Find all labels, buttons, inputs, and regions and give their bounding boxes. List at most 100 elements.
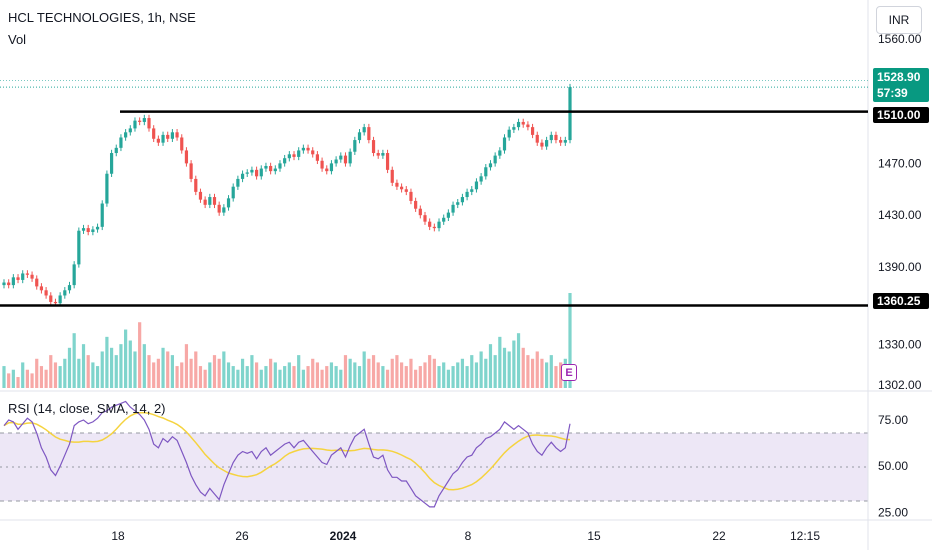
volume-bar (451, 366, 455, 388)
candle-body (278, 163, 282, 169)
volume-bar (390, 358, 394, 388)
volume-bar (404, 366, 408, 388)
volume-bar (315, 362, 320, 388)
volume-bar (568, 293, 572, 388)
rsi-tick-label: 75.00 (878, 413, 908, 427)
time-tick-label: 18 (111, 529, 125, 543)
volume-bar (474, 362, 479, 388)
volume-bar (39, 366, 44, 388)
candle-body (95, 226, 100, 230)
volume-bar (119, 344, 123, 388)
candle-body (315, 154, 320, 161)
currency-button[interactable]: INR (876, 6, 922, 34)
price-tick-label: 1470.00 (878, 156, 922, 170)
volume-bar (343, 355, 348, 388)
candle-body (152, 128, 156, 139)
candle-body (212, 197, 217, 205)
horizontal-levels (0, 80, 868, 307)
candle-body (166, 134, 170, 139)
volume-bar (353, 362, 357, 388)
volume-bar (395, 355, 399, 388)
candle-body (484, 167, 488, 177)
candle-body (44, 290, 48, 296)
candle-body (100, 203, 104, 227)
candle-body (428, 221, 432, 227)
candle-body (535, 134, 539, 143)
volume-bar (273, 362, 277, 388)
volume-bar (86, 355, 90, 388)
volume-bar (16, 377, 20, 388)
candle-body (30, 274, 34, 279)
volume-bar (138, 322, 142, 388)
candle-body (470, 189, 474, 192)
volume-bar (184, 344, 189, 388)
volume-bar (334, 366, 338, 388)
candle-body (184, 150, 189, 164)
volume-bar (21, 362, 25, 388)
candle-body (516, 121, 521, 128)
candle-body (423, 215, 427, 222)
candle-body (465, 191, 469, 198)
candle-body (124, 132, 128, 138)
volume-bar (283, 366, 287, 388)
candle-body (156, 138, 160, 143)
volume-bar (254, 362, 259, 388)
volume-bar (147, 355, 151, 388)
candle-body (456, 202, 460, 205)
time-tick-label: 22 (712, 529, 726, 543)
candle-body (203, 199, 207, 205)
volume-bar (49, 355, 53, 388)
candle-body (414, 200, 418, 209)
volume-bar (259, 369, 263, 388)
volume-bar (77, 358, 81, 388)
candle-body (273, 168, 277, 172)
volume-bar (414, 369, 418, 388)
volume-bar (105, 336, 109, 388)
volume-bar (311, 358, 315, 388)
candle-body (442, 217, 446, 222)
volume-bar (63, 358, 67, 388)
volume-bar (559, 362, 563, 388)
candle-body (404, 189, 408, 192)
volume-bar (53, 362, 58, 388)
candle-body (320, 160, 324, 169)
candle-body (437, 221, 441, 229)
candle-body (357, 132, 362, 141)
volume-bar (81, 344, 86, 388)
earnings-marker[interactable]: E (561, 364, 577, 381)
candle-body (474, 181, 479, 190)
rsi-tick-label: 50.00 (878, 459, 908, 473)
candle-body (161, 134, 165, 143)
candle-body (222, 207, 226, 213)
candle-body (180, 137, 184, 151)
candle-body (376, 153, 380, 156)
volume-bar (428, 355, 432, 388)
candle-body (86, 228, 90, 233)
candle-body (343, 155, 348, 164)
price-tick-label: 1302.00 (878, 378, 922, 392)
volume-bar (198, 366, 203, 388)
volume-bar (535, 351, 539, 388)
candle-body (21, 273, 25, 280)
rsi-lines (3, 400, 571, 508)
volume-bar (306, 366, 310, 388)
candle-body (521, 121, 525, 125)
time-tick-label: 15 (587, 529, 601, 543)
candle-body (11, 277, 15, 286)
candle-body (460, 197, 465, 203)
candle-body (128, 128, 132, 133)
candle-body (58, 295, 62, 304)
candle-body (77, 230, 81, 265)
volume-bar (226, 362, 231, 388)
candle-body (507, 129, 511, 138)
volume-bar (493, 355, 497, 388)
volume-label: Vol (8, 32, 27, 47)
candle-body (502, 137, 507, 151)
volume-bar (208, 362, 212, 388)
candle-body (67, 285, 72, 291)
time-tick-label: 8 (465, 529, 472, 543)
volume-bar (175, 366, 179, 388)
candle-body (493, 155, 497, 164)
volume-bar (470, 355, 474, 388)
